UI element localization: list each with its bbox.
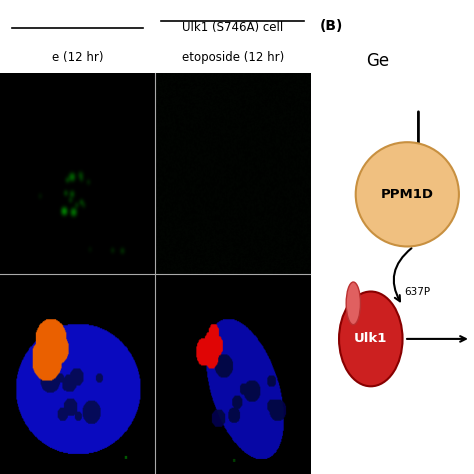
Text: 637P: 637P	[404, 286, 430, 297]
Circle shape	[346, 282, 360, 325]
Text: etoposide (12 hr): etoposide (12 hr)	[182, 51, 284, 64]
Ellipse shape	[356, 142, 459, 246]
Text: Ulk1 (S746A) cell: Ulk1 (S746A) cell	[182, 21, 283, 35]
Ellipse shape	[339, 292, 402, 386]
Text: (B): (B)	[320, 19, 343, 33]
Text: Ulk1: Ulk1	[354, 332, 387, 346]
Text: PPM1D: PPM1D	[381, 188, 434, 201]
Text: Ge: Ge	[366, 52, 389, 70]
Text: e (12 hr): e (12 hr)	[52, 51, 103, 64]
